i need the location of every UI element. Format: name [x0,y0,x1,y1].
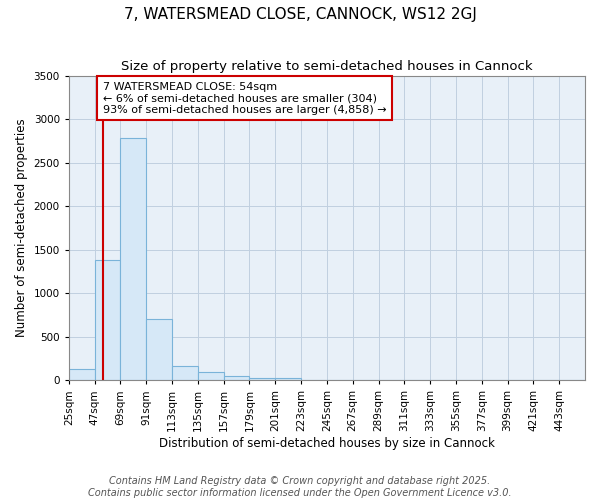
Bar [69,369,95,380]
Bar [250,378,275,380]
Bar [121,138,146,380]
Bar [172,366,198,380]
Bar [146,320,172,380]
Bar [224,376,250,380]
Y-axis label: Number of semi-detached properties: Number of semi-detached properties [15,118,28,337]
Bar [275,378,301,380]
Text: 7 WATERSMEAD CLOSE: 54sqm
← 6% of semi-detached houses are smaller (304)
93% of : 7 WATERSMEAD CLOSE: 54sqm ← 6% of semi-d… [103,82,386,115]
Bar [198,372,224,380]
Title: Size of property relative to semi-detached houses in Cannock: Size of property relative to semi-detach… [121,60,533,73]
Text: 7, WATERSMEAD CLOSE, CANNOCK, WS12 2GJ: 7, WATERSMEAD CLOSE, CANNOCK, WS12 2GJ [124,8,476,22]
Text: Contains HM Land Registry data © Crown copyright and database right 2025.
Contai: Contains HM Land Registry data © Crown c… [88,476,512,498]
X-axis label: Distribution of semi-detached houses by size in Cannock: Distribution of semi-detached houses by … [159,437,495,450]
Bar [95,260,121,380]
